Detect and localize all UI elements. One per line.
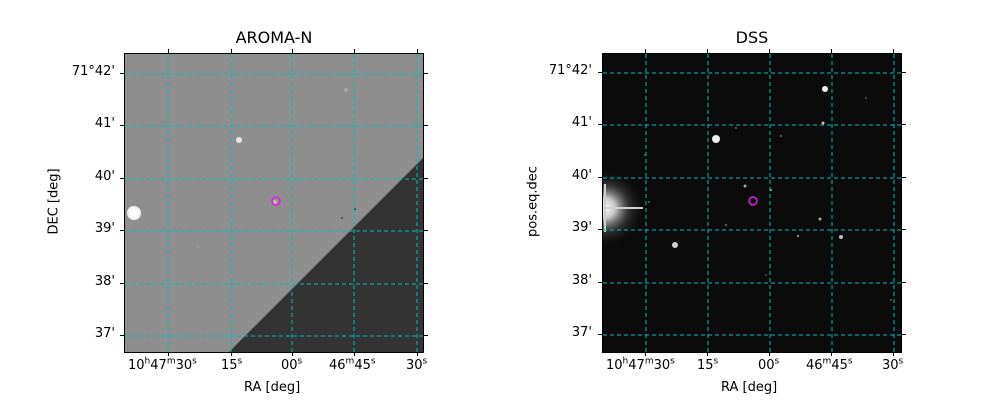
- left-panel-title: AROMA-N: [235, 28, 313, 47]
- right-dec-tick: 71°42': [548, 63, 592, 78]
- dss-image: [603, 54, 901, 352]
- right-y-axis-label: pos.eq.dec: [525, 166, 541, 237]
- left-dec-tick: 39': [94, 221, 115, 236]
- right-panel-title: DSS: [735, 28, 769, 47]
- dss-target-marker: [748, 196, 758, 206]
- right-ra-tick: 10h47m30s: [606, 356, 675, 373]
- left-ra-tick: 15s: [221, 356, 243, 373]
- aroma-grid: [125, 54, 423, 352]
- aroma-image-frame: [124, 53, 424, 353]
- right-ra-tick: 15s: [697, 356, 719, 373]
- right-dec-tick: 40': [571, 168, 592, 183]
- right-dec-tick: 38': [571, 273, 592, 288]
- right-x-axis-label: RA [deg]: [721, 380, 778, 395]
- left-dec-tick: 71°42': [71, 64, 115, 79]
- right-ra-tick: 46m45s: [806, 356, 853, 373]
- aroma-image: [125, 54, 423, 352]
- left-dec-tick: 37': [94, 326, 115, 341]
- left-dec-tick: 41': [94, 116, 115, 131]
- right-dec-tick: 41': [571, 115, 592, 130]
- dss-grid: [603, 54, 901, 352]
- right-ra-tick: 30s: [882, 356, 904, 373]
- left-dec-tick: 40': [94, 169, 115, 184]
- left-dec-tick: 38': [94, 274, 115, 289]
- dss-image-frame: [602, 53, 902, 353]
- left-ra-tick: 00s: [281, 356, 303, 373]
- left-y-axis-label: DEC [deg]: [46, 168, 62, 235]
- right-ra-tick: 00s: [758, 356, 780, 373]
- left-x-axis-label: RA [deg]: [244, 380, 301, 395]
- right-dec-tick: 39': [571, 220, 592, 235]
- left-ra-tick: 30s: [406, 356, 428, 373]
- left-ra-tick: 46m45s: [329, 356, 376, 373]
- right-dec-tick: 37': [571, 325, 592, 340]
- left-ra-tick: 10h47m30s: [128, 356, 197, 373]
- aroma-target-marker: [271, 196, 281, 206]
